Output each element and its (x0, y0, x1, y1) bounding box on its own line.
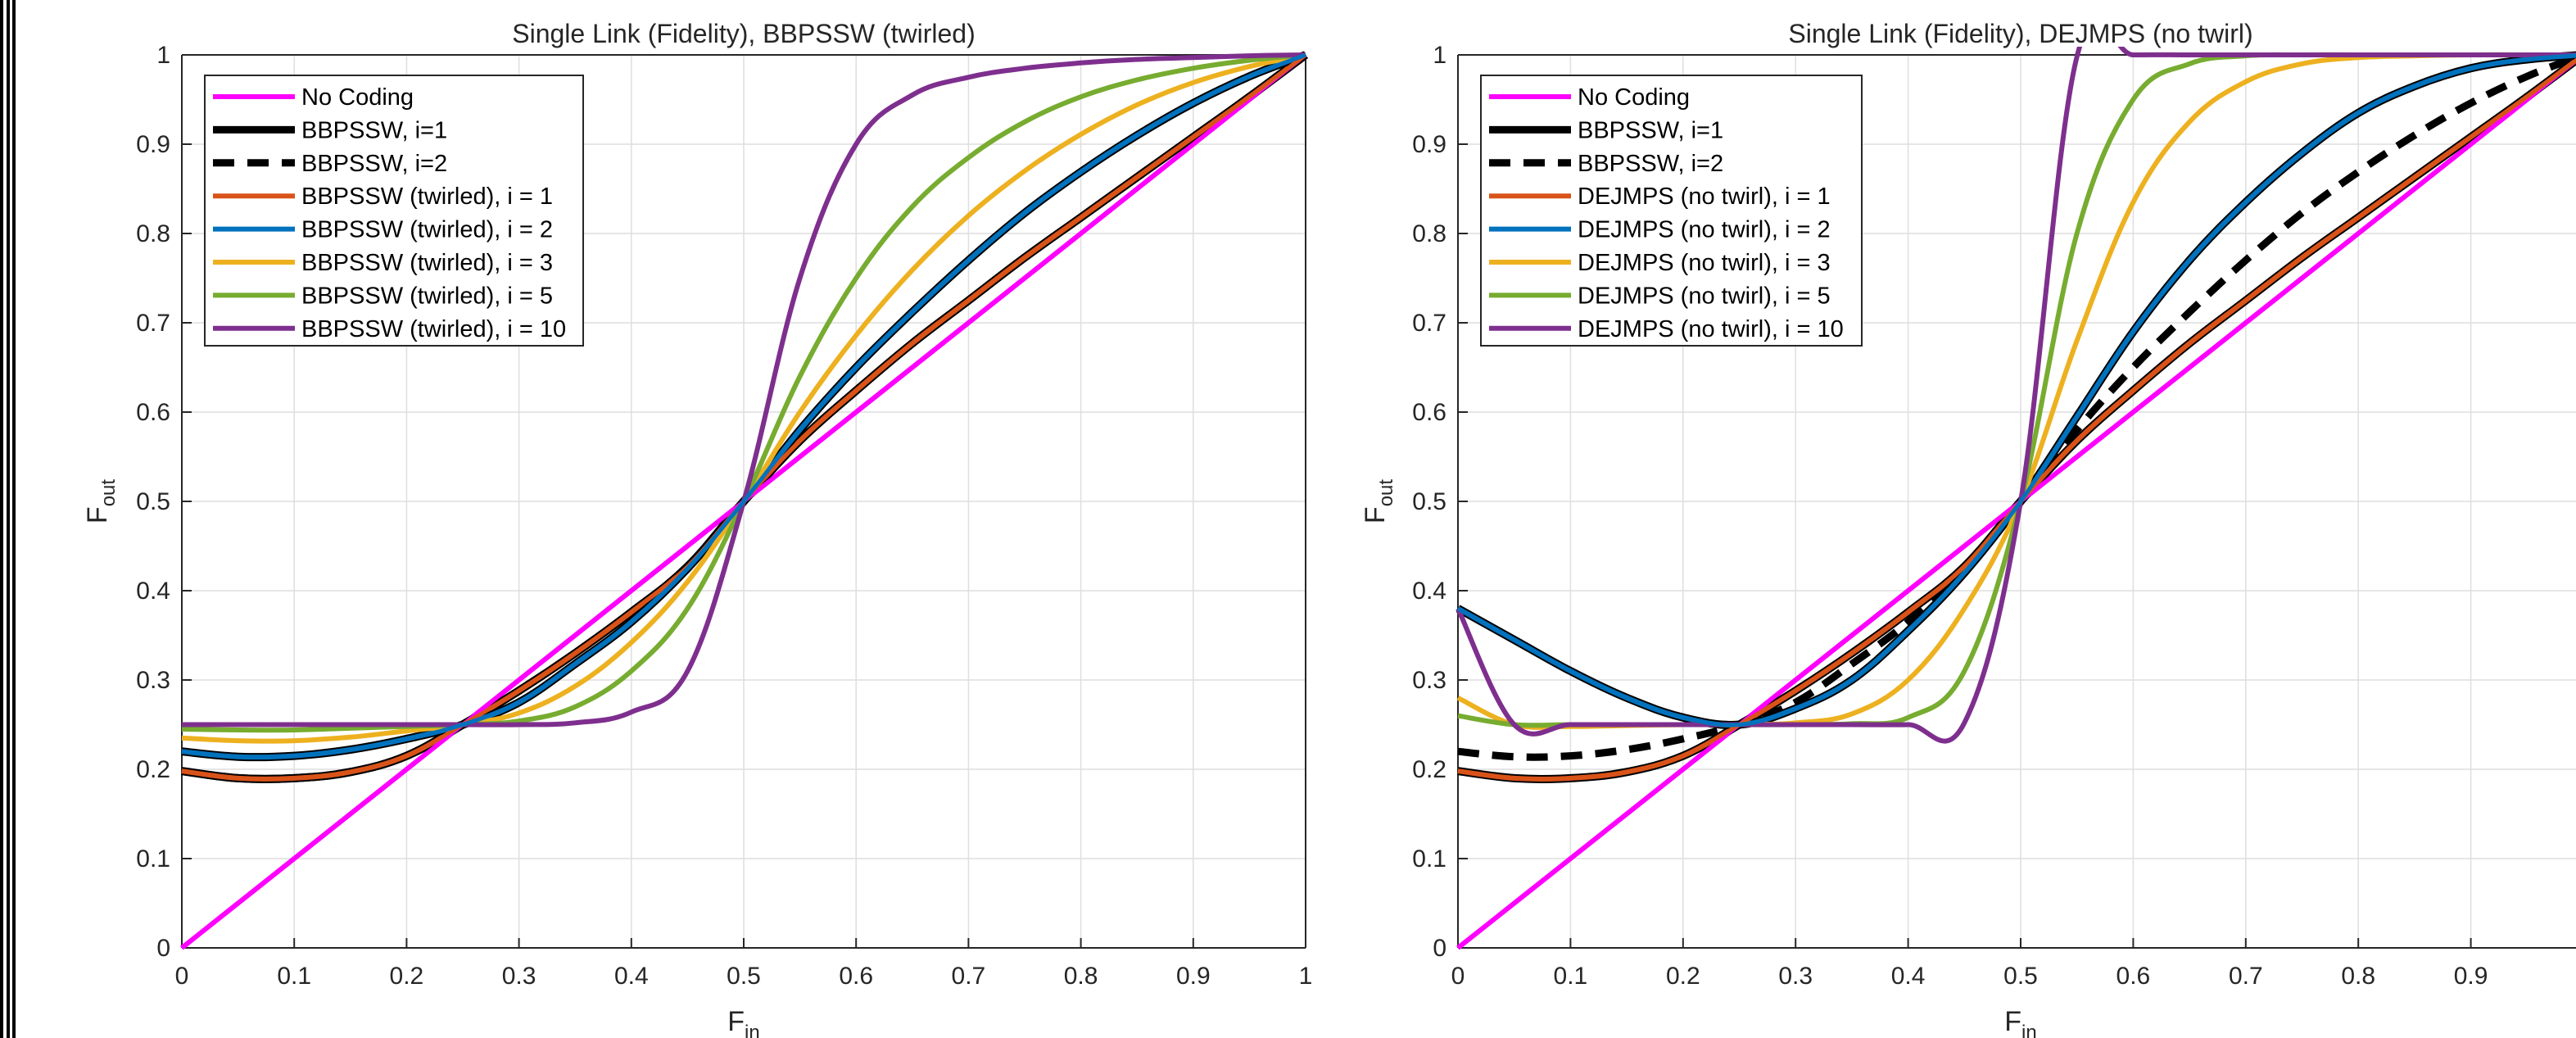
left-xtick-label: 0.6 (839, 963, 873, 990)
left-plot-ylabel: Fout (82, 479, 120, 524)
right-series-dejmps-no-twirl-i-10 (1456, 47, 2576, 744)
left-xtick-label: 0.5 (727, 963, 761, 990)
left-edge-bars (0, 0, 16, 1038)
right-xtick-label: 0.8 (2341, 963, 2375, 990)
right-ytick-label: 0.8 (1412, 220, 1446, 247)
right-plot-title: Single Link (Fidelity), DEJMPS (no twirl… (1788, 19, 2252, 48)
right-xtick-label: 0.1 (1554, 963, 1588, 990)
right-legend-box (1480, 75, 1863, 347)
left-xtick-label: 0.4 (614, 963, 649, 990)
right-legend-label: BBPSSW, i=2 (1578, 151, 1723, 177)
left-plot-title: Single Link (Fidelity), BBPSSW (twirled) (512, 19, 975, 48)
left-series-bbpssw-twirled-i-10 (182, 52, 1306, 728)
right-xtick-label: 0.2 (1666, 963, 1700, 990)
left-xtick-label: 0.2 (390, 963, 424, 990)
right-series-top-dejmps-no-twirl-i-2 (1456, 53, 2576, 728)
left-xtick-label: 0.8 (1064, 963, 1098, 990)
right-ytick-label: 0.2 (1412, 756, 1446, 783)
left-ytick-label: 0.2 (136, 756, 170, 783)
left-legend-label: BBPSSW (twirled), i = 2 (301, 217, 553, 243)
left-xtick-label: 0.7 (952, 963, 986, 990)
right-plot-ylabel: Fout (1360, 479, 1397, 524)
right-xtick-label: 0.4 (1891, 963, 1926, 990)
right-ytick-label: 0.6 (1412, 399, 1446, 426)
left-plot: Single Link (Fidelity), BBPSSW (twirled)… (82, 19, 1312, 1038)
right-ytick-label: 0 (1433, 935, 1446, 962)
right-legend-label: No Coding (1578, 84, 1690, 111)
left-ytick-label: 0.9 (136, 131, 170, 158)
right-ytick-label: 0.7 (1412, 310, 1446, 337)
right-ytick-label: 0.4 (1412, 578, 1446, 605)
left-legend-label: BBPSSW (twirled), i = 3 (301, 250, 553, 276)
left-series-top-bbpssw-twirled-i-2 (181, 52, 1306, 759)
right-xtick-label: 0.5 (2003, 963, 2038, 990)
left-ytick-label: 0.5 (136, 488, 170, 515)
left-series-group (180, 51, 1308, 950)
left-legend-label: BBPSSW (twirled), i = 1 (301, 184, 553, 210)
left-ytick-label: 0.6 (136, 399, 170, 426)
left-ytick-label: 0 (156, 935, 170, 962)
right-legend-label: DEJMPS (no twirl), i = 10 (1578, 316, 1844, 342)
right-plot: Single Link (Fidelity), DEJMPS (no twirl… (1360, 19, 2576, 1038)
left-ytick-label: 0.8 (136, 220, 170, 247)
right-ytick-label: 0.9 (1412, 131, 1446, 158)
right-ytick-label: 0.5 (1412, 488, 1446, 515)
right-ytick-label: 0.1 (1412, 845, 1446, 873)
right-series-group (1456, 47, 2576, 950)
left-xtick-label: 1 (1299, 963, 1313, 990)
right-legend-label: DEJMPS (no twirl), i = 5 (1578, 283, 1831, 309)
right-xtick-label: 0.6 (2116, 963, 2151, 990)
right-xtick-label: 0.3 (1778, 963, 1813, 990)
left-plot-xlabel: Fin (727, 1006, 759, 1038)
left-legend-label: BBPSSW (twirled), i = 10 (301, 316, 566, 342)
right-ytick-label: 0.3 (1412, 667, 1446, 694)
left-legend-label: BBPSSW, i=1 (301, 117, 447, 143)
right-legend-label: DEJMPS (no twirl), i = 1 (1578, 184, 1831, 210)
left-legend-label: No Coding (301, 84, 414, 111)
left-legend: No Coding BBPSSW, i=1 BBPSSW, i=2 BBPSSW (t… (204, 75, 584, 347)
left-ytick-label: 1 (156, 42, 170, 69)
left-ytick-label: 0.3 (136, 667, 170, 694)
left-legend-box (204, 75, 584, 347)
left-xtick-label: 0.3 (502, 963, 536, 990)
right-legend-label: BBPSSW, i=1 (1578, 117, 1723, 143)
left-ytick-label: 0.7 (136, 310, 170, 337)
left-xtick-label: 0.9 (1176, 963, 1211, 990)
left-ytick-label: 0.4 (136, 578, 170, 605)
right-xtick-label: 0 (1451, 963, 1465, 990)
left-xtick-label: 0 (175, 963, 189, 990)
right-ytick-label: 1 (1433, 42, 1446, 69)
right-legend-label: DEJMPS (no twirl), i = 2 (1578, 217, 1831, 243)
right-xtick-label: 0.7 (2229, 963, 2263, 990)
left-legend-label: BBPSSW, i=2 (301, 151, 447, 177)
right-legend-label: DEJMPS (no twirl), i = 3 (1578, 250, 1831, 276)
right-xtick-label: 0.9 (2454, 963, 2488, 990)
right-plot-xlabel: Fin (2004, 1006, 2036, 1038)
left-legend-label: BBPSSW (twirled), i = 5 (301, 283, 553, 309)
left-xtick-label: 0.1 (277, 963, 311, 990)
right-legend: No Coding BBPSSW, i=1 BBPSSW, i=2 DEJMPS (n… (1480, 75, 1863, 347)
left-ytick-label: 0.1 (136, 845, 170, 873)
